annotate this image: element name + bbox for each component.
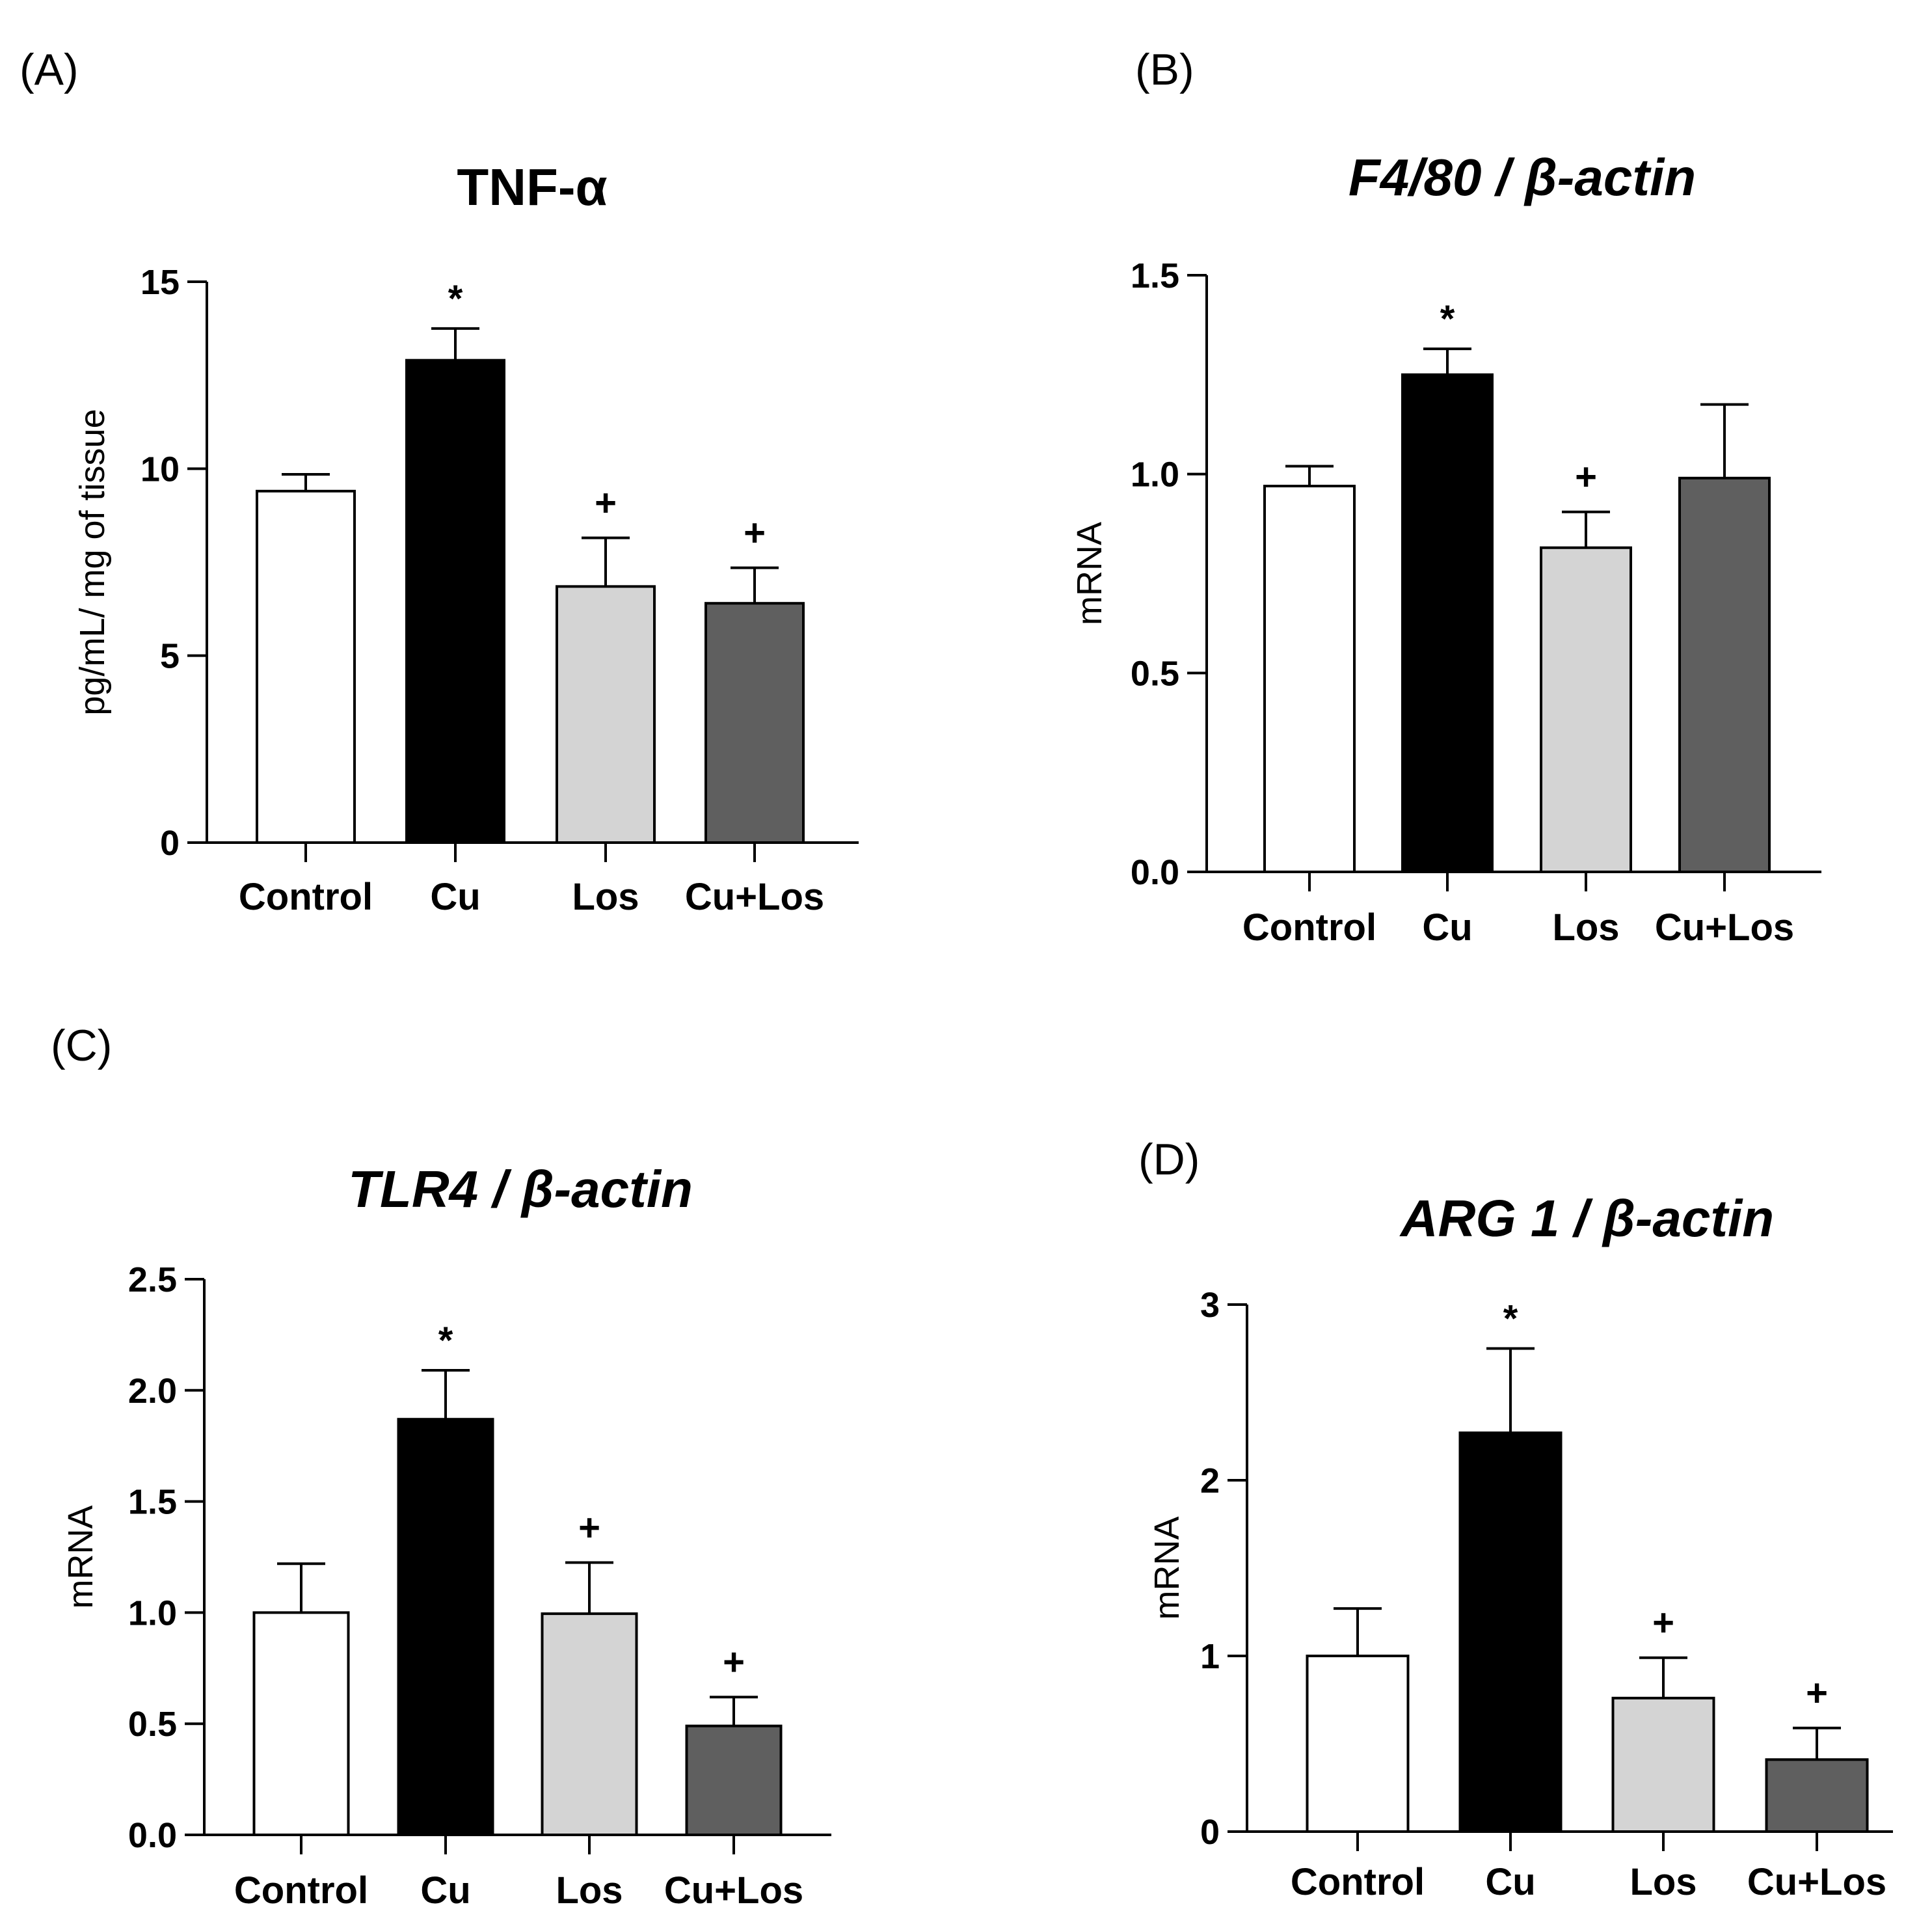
y-tick-label: 0 bbox=[1200, 1813, 1220, 1852]
x-tick-label-control: Control bbox=[1291, 1861, 1425, 1903]
chart-title: ARG 1 / β-actin bbox=[1399, 1189, 1774, 1247]
x-tick-label-cu-plus-los: Cu+Los bbox=[1655, 906, 1794, 949]
y-tick-label: 1.5 bbox=[1131, 256, 1179, 295]
bar-los bbox=[1611, 1696, 1715, 1834]
y-axis-label: mRNA bbox=[61, 1506, 100, 1609]
chart-arg1: ARG 1 / β-actin mRNA 0 1 2 3 Control Cu * Los + Cu+… bbox=[1147, 1189, 1893, 1903]
significance-marker-los: + bbox=[1652, 1602, 1674, 1644]
y-tick-label: 1 bbox=[1200, 1637, 1220, 1676]
chart-tnf-alpha: TNF-α pg/mL/ mg of tissue 0 5 10 15 Control Cu *… bbox=[73, 158, 859, 918]
panel-label-a: (A) bbox=[20, 45, 79, 94]
y-tick-label: 1.5 bbox=[128, 1483, 177, 1522]
significance-marker-cu: * bbox=[438, 1320, 453, 1362]
chart-title: TLR4 / β-actin bbox=[348, 1160, 693, 1218]
chart-title: TNF-α bbox=[457, 158, 607, 216]
significance-marker-cu-plus-los: + bbox=[744, 512, 766, 554]
y-tick-label: 2.5 bbox=[128, 1260, 177, 1299]
y-tick-label: 15 bbox=[141, 263, 180, 302]
y-tick-label: 5 bbox=[160, 637, 180, 676]
panel-label-c: (C) bbox=[51, 1021, 112, 1070]
x-tick-label-control: Control bbox=[234, 1869, 368, 1912]
bar-los bbox=[1540, 546, 1632, 873]
x-tick-label-los: Los bbox=[1552, 906, 1619, 949]
significance-marker-los: + bbox=[595, 482, 617, 524]
chart-f4-80: F4/80 / β-actin mRNA 0.0 0.5 1.0 1.5 Control Cu… bbox=[1070, 148, 1821, 949]
y-axis-label: mRNA bbox=[1070, 522, 1109, 625]
panel-label-b: (B) bbox=[1135, 45, 1194, 94]
y-tick-label: 10 bbox=[141, 450, 180, 489]
bar-control bbox=[256, 489, 356, 844]
bar-cu-plus-los bbox=[685, 1724, 783, 1836]
significance-marker-cu: * bbox=[1440, 298, 1455, 340]
y-tick-label: 1.0 bbox=[128, 1593, 177, 1633]
x-tick-label-control: Control bbox=[239, 876, 373, 918]
y-tick-label: 3 bbox=[1200, 1286, 1220, 1325]
bar-cu-plus-los bbox=[1678, 476, 1771, 873]
x-tick-label-cu: Cu bbox=[420, 1869, 470, 1912]
bar-los bbox=[541, 1612, 638, 1836]
significance-marker-cu-plus-los: + bbox=[1806, 1672, 1828, 1714]
bar-control bbox=[252, 1611, 350, 1836]
y-axis-label: pg/mL/ mg of tissue bbox=[73, 409, 112, 715]
y-tick-label: 0 bbox=[160, 824, 180, 863]
y-tick-label: 0.5 bbox=[1131, 654, 1179, 693]
x-tick-label-cu-plus-los: Cu+Los bbox=[664, 1869, 803, 1912]
x-tick-label-los: Los bbox=[572, 876, 639, 918]
y-axis-label: mRNA bbox=[1147, 1517, 1187, 1620]
chart-tlr4: TLR4 / β-actin mRNA 0.0 0.5 1.0 1.5 2.0 2.5 Cont… bbox=[61, 1160, 831, 1912]
significance-marker-los: + bbox=[1575, 456, 1597, 498]
y-tick-label: 0.0 bbox=[1131, 853, 1179, 892]
x-tick-label-los: Los bbox=[556, 1869, 623, 1912]
x-tick-label-control: Control bbox=[1242, 906, 1376, 949]
significance-marker-los: + bbox=[578, 1507, 600, 1549]
x-tick-label-cu-plus-los: Cu+Los bbox=[685, 876, 824, 918]
x-tick-label-cu: Cu bbox=[430, 876, 480, 918]
bar-los bbox=[556, 585, 656, 844]
bar-cu bbox=[1458, 1431, 1563, 1834]
significance-marker-cu: * bbox=[1503, 1298, 1518, 1340]
bar-cu bbox=[1401, 373, 1494, 873]
significance-marker-cu-plus-los: + bbox=[723, 1641, 745, 1683]
y-tick-label: 0.0 bbox=[128, 1816, 177, 1855]
y-tick-label: 2 bbox=[1200, 1461, 1220, 1500]
y-tick-label: 1.0 bbox=[1131, 455, 1179, 495]
panel-label-d: (D) bbox=[1138, 1135, 1200, 1184]
x-tick-label-cu: Cu bbox=[1485, 1861, 1535, 1903]
bar-cu bbox=[397, 1418, 494, 1836]
bar-cu bbox=[405, 359, 505, 844]
chart-title: F4/80 / β-actin bbox=[1348, 148, 1696, 206]
y-tick-label: 0.5 bbox=[128, 1705, 177, 1744]
bar-cu-plus-los bbox=[1765, 1758, 1869, 1834]
bar-control bbox=[1306, 1655, 1410, 1833]
bar-control bbox=[1263, 485, 1356, 873]
y-tick-label: 2.0 bbox=[128, 1372, 177, 1411]
significance-marker-cu: * bbox=[448, 278, 463, 320]
x-tick-label-los: Los bbox=[1630, 1861, 1697, 1903]
x-tick-label-cu-plus-los: Cu+Los bbox=[1747, 1861, 1886, 1903]
bar-cu-plus-los bbox=[704, 602, 805, 844]
x-tick-label-cu: Cu bbox=[1422, 906, 1472, 949]
